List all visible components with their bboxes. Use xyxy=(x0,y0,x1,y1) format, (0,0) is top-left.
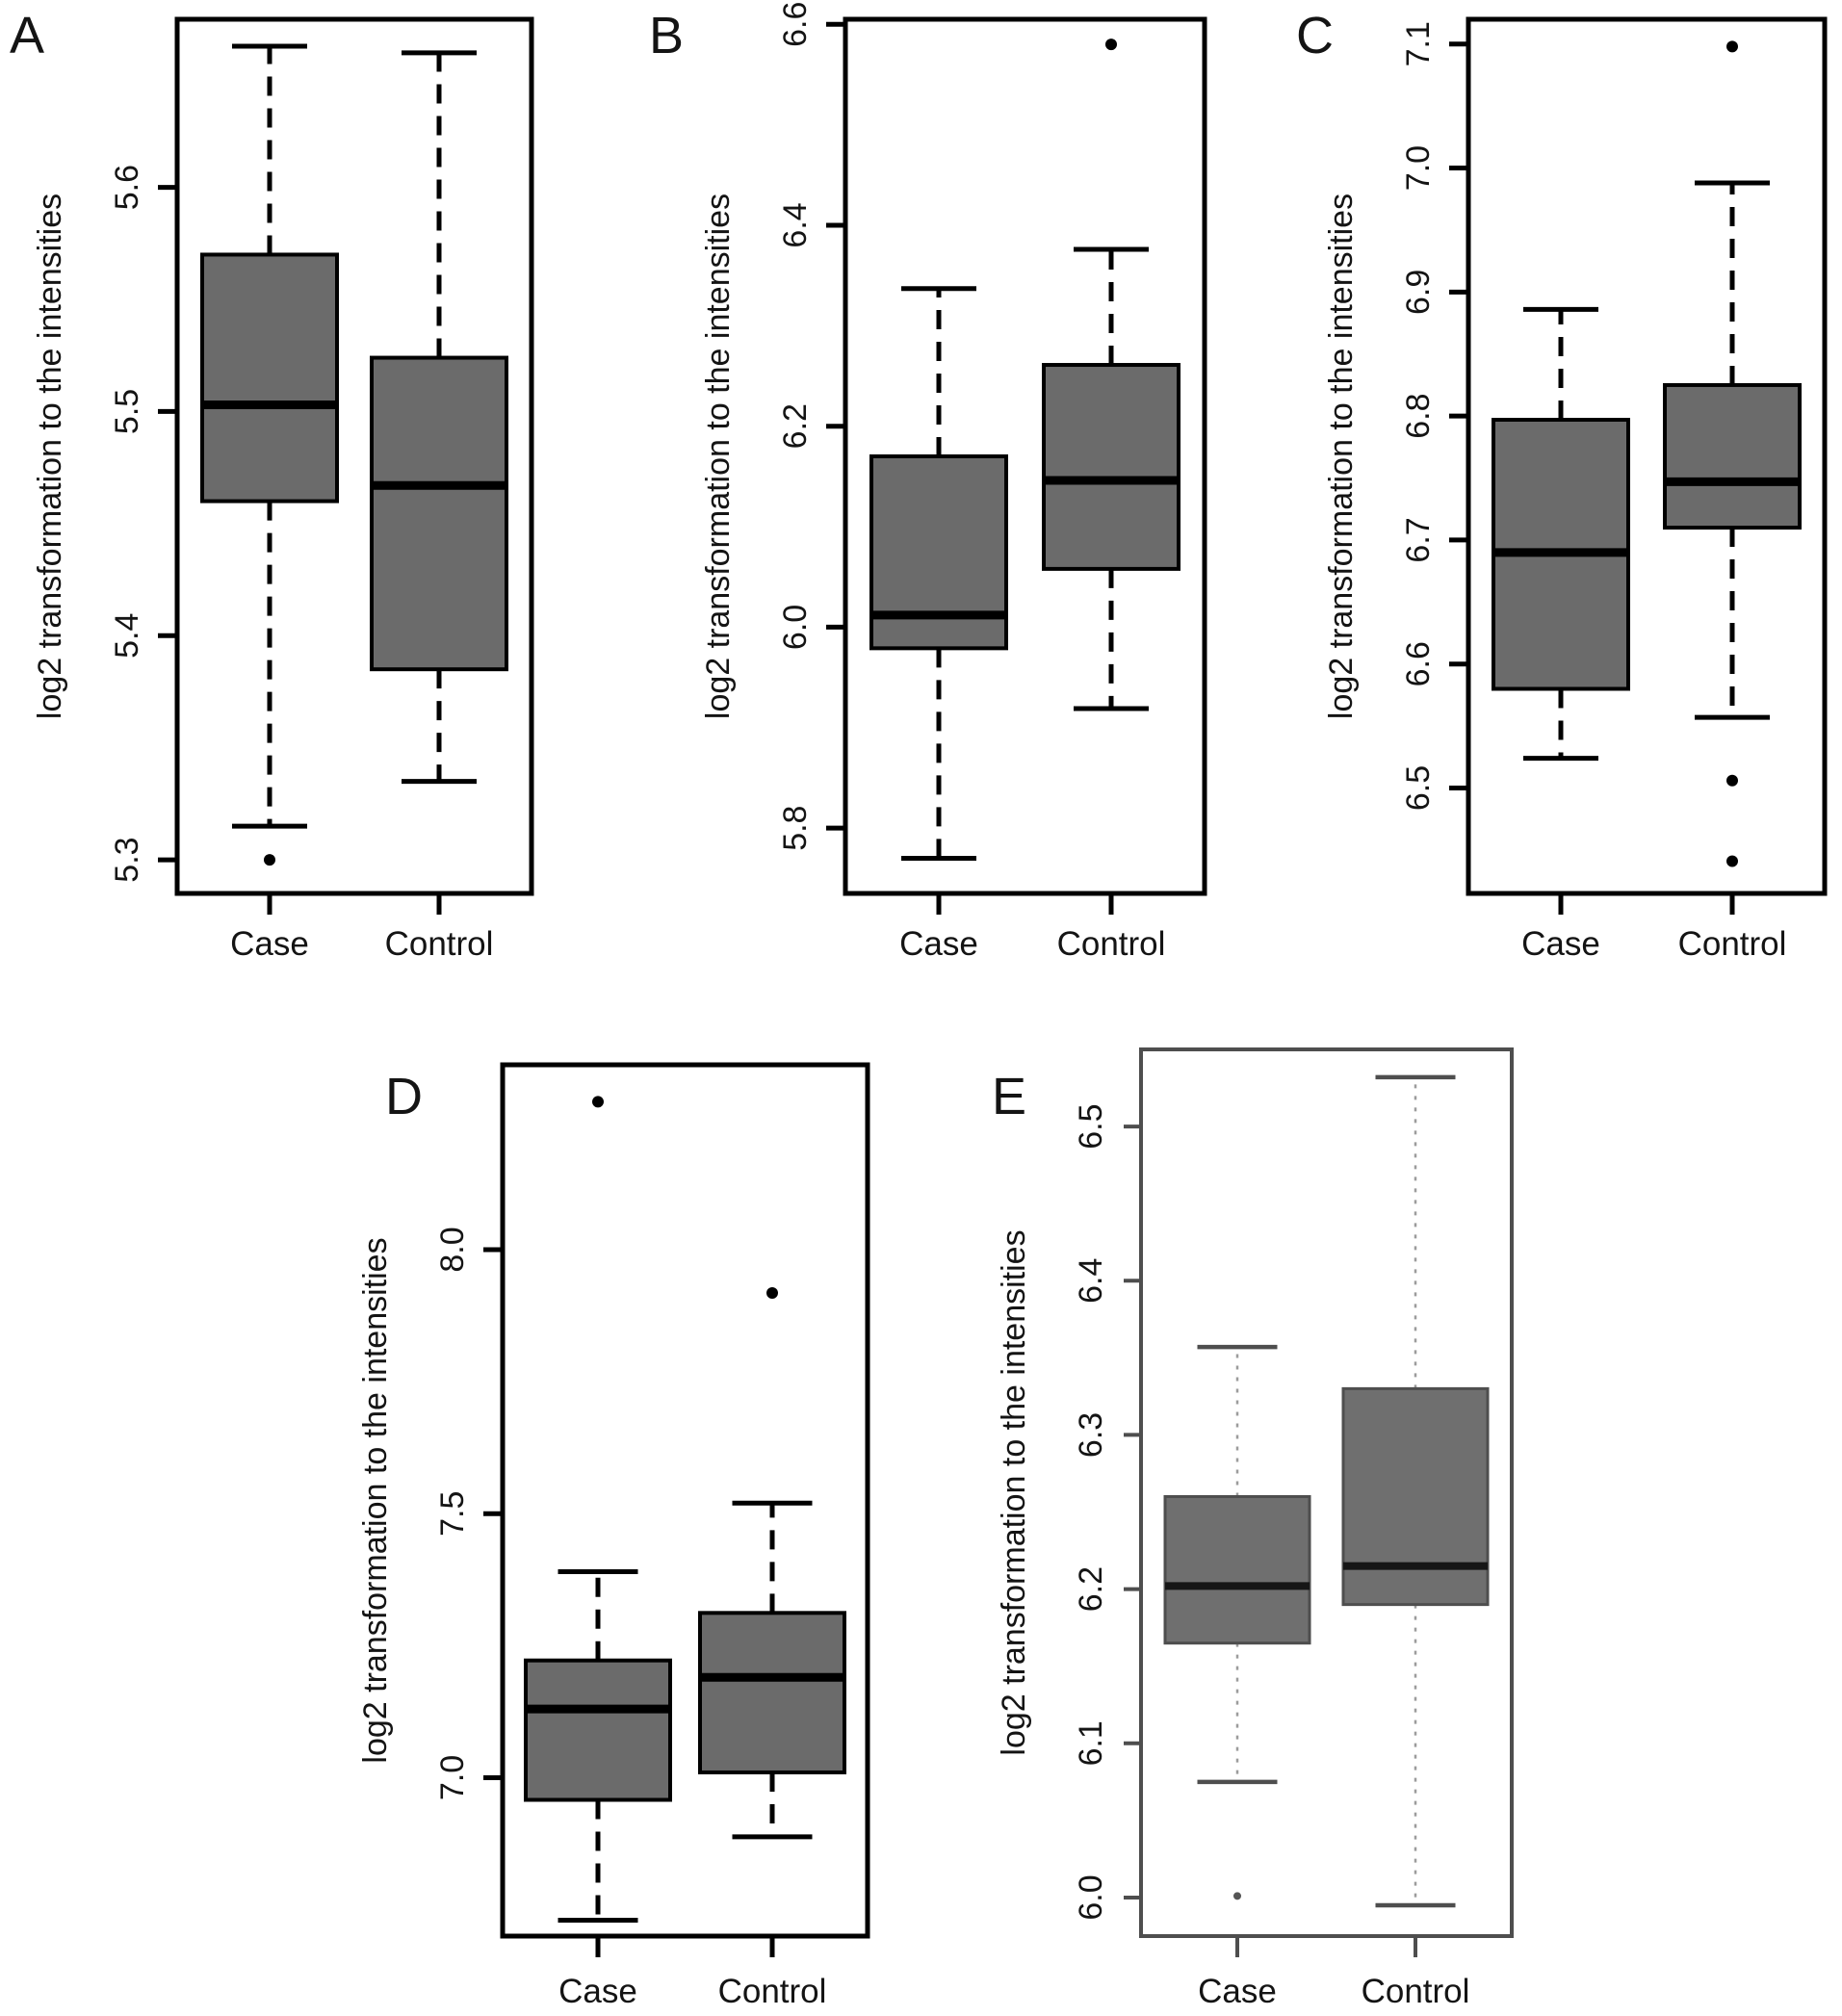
y-tick-label: 8.0 xyxy=(434,1227,471,1272)
x-category-label: Case xyxy=(1521,925,1600,963)
y-tick-label: 7.0 xyxy=(434,1755,471,1800)
y-tick-label: 6.3 xyxy=(1073,1412,1109,1458)
y-tick-label: 5.5 xyxy=(109,389,145,434)
plot-border xyxy=(843,16,1207,896)
y-tick-label: 6.6 xyxy=(1400,641,1437,686)
y-tick-label: 6.0 xyxy=(1073,1874,1109,1920)
panel-label-b: B xyxy=(649,7,685,65)
outlier-point xyxy=(592,1096,604,1108)
y-axis-title: log2 transformation to the intensities xyxy=(1323,194,1360,719)
outlier-point xyxy=(1726,855,1738,867)
outlier-point xyxy=(1233,1892,1241,1900)
panel-E: 6.0 6.1 6.2 6.3 6.4 6.5 log2 transformation to… xyxy=(996,1047,1514,2010)
y-axis-title: log2 transformation to the intensities xyxy=(32,194,68,719)
plot-border xyxy=(500,1062,870,1939)
panel-label-c: C xyxy=(1296,7,1334,65)
box-group-control xyxy=(370,50,508,785)
outlier-point xyxy=(264,854,275,866)
y-tick-label: 7.0 xyxy=(1400,145,1437,191)
iqr-box xyxy=(1341,1386,1490,1607)
y-tick-label: 6.6 xyxy=(777,2,814,47)
outlier-point xyxy=(1726,774,1738,787)
panel-D: 7.0 7.5 8.0 log2 transformation to the inte… xyxy=(357,1062,870,2010)
x-category-label: Control xyxy=(1362,1973,1470,2010)
y-tick-label: 6.8 xyxy=(1400,394,1437,439)
box-group-case xyxy=(869,286,1008,861)
y-tick-label: 7.1 xyxy=(1400,21,1437,66)
iqr-box xyxy=(200,252,339,504)
iqr-box xyxy=(1042,363,1180,571)
x-category-label: Case xyxy=(1198,1973,1277,2010)
box-group-control xyxy=(1663,40,1802,867)
y-axis-title: log2 transformation to the intensities xyxy=(700,194,737,719)
y-tick-label: 5.6 xyxy=(109,165,145,210)
outlier-point xyxy=(766,1286,778,1299)
y-tick-label: 6.5 xyxy=(1073,1103,1109,1149)
y-tick-label: 5.8 xyxy=(777,806,814,851)
panel-label-e: E xyxy=(992,1068,1027,1125)
x-category-label: Control xyxy=(1057,925,1166,963)
box-group-case xyxy=(200,43,339,866)
y-axis-title: log2 transformation to the intensities xyxy=(996,1229,1032,1755)
y-tick-label: 5.3 xyxy=(109,837,145,882)
y-tick-label: 5.4 xyxy=(109,613,145,659)
box-group-control xyxy=(1042,39,1180,711)
x-category-label: Case xyxy=(230,925,309,963)
y-tick-label: 6.7 xyxy=(1400,517,1437,562)
y-tick-label: 7.5 xyxy=(434,1491,471,1537)
x-category-label: Control xyxy=(718,1973,827,2010)
panel-B: 5.8 6.0 6.2 6.4 6.6 log2 transformation to th… xyxy=(700,2,1207,963)
y-tick-label: 6.4 xyxy=(777,202,814,247)
iqr-box xyxy=(869,454,1008,651)
box-group-case xyxy=(1492,306,1630,762)
panel-C: 6.5 6.6 6.7 6.8 6.9 7.0 7.1 log2 transformation… xyxy=(1323,16,1828,963)
plot-border xyxy=(174,16,534,896)
outlier-point xyxy=(1105,39,1117,51)
x-category-label: Control xyxy=(385,925,494,963)
panel-label-d: D xyxy=(385,1068,423,1125)
y-tick-label: 6.5 xyxy=(1400,765,1437,811)
y-tick-label: 6.0 xyxy=(777,605,814,650)
x-category-label: Case xyxy=(558,1973,637,2010)
y-tick-label: 6.9 xyxy=(1400,270,1437,315)
outlier-point xyxy=(1726,40,1738,53)
iqr-box xyxy=(1663,382,1802,530)
plot-border xyxy=(1466,16,1828,896)
y-tick-label: 6.2 xyxy=(1073,1566,1109,1612)
y-tick-label: 6.1 xyxy=(1073,1720,1109,1766)
iqr-box xyxy=(370,355,508,672)
box-group-case xyxy=(524,1096,672,1924)
y-axis-title: log2 transformation to the intensities xyxy=(357,1237,394,1763)
y-tick-label: 6.2 xyxy=(777,403,814,449)
x-category-label: Case xyxy=(899,925,978,963)
box-group-control xyxy=(698,1286,846,1840)
iqr-box xyxy=(524,1658,672,1802)
box-group-control xyxy=(1341,1074,1490,1908)
panel-A: 5.3 5.4 5.5 5.6 log2 transformation to the i… xyxy=(32,16,534,963)
plot-border xyxy=(1139,1047,1514,1938)
y-tick-label: 6.4 xyxy=(1073,1258,1109,1304)
iqr-box xyxy=(698,1611,846,1774)
box-group-case xyxy=(1163,1344,1311,1900)
x-category-label: Control xyxy=(1678,925,1787,963)
iqr-box xyxy=(1163,1495,1311,1645)
panel-label-a: A xyxy=(10,7,45,65)
